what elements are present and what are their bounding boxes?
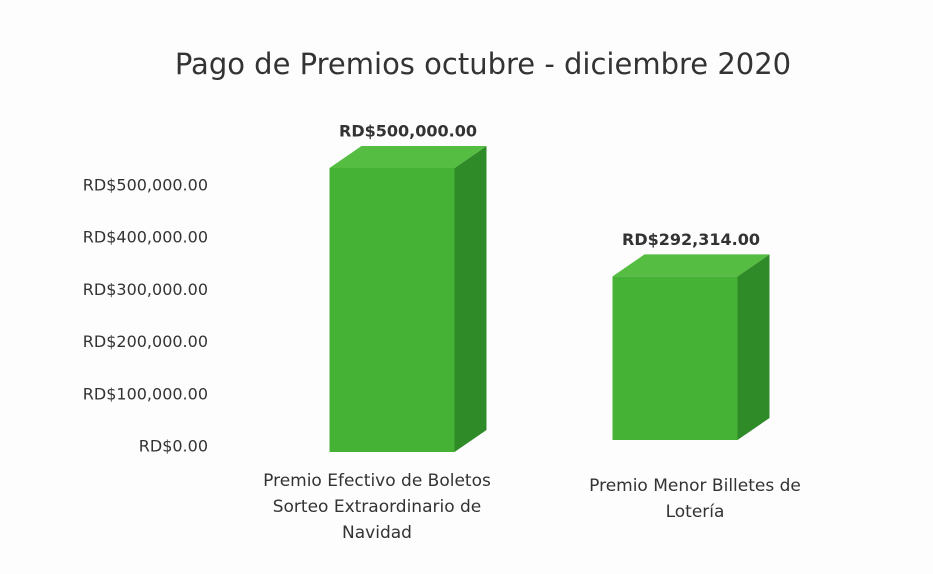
y-tick-label: RD$0.00 xyxy=(139,437,208,456)
y-tick-label: RD$400,000.00 xyxy=(83,228,208,247)
y-tick-label: RD$500,000.00 xyxy=(83,176,208,195)
bar-side xyxy=(454,146,487,452)
bar-side xyxy=(737,254,770,440)
y-tick-label: RD$300,000.00 xyxy=(83,280,208,299)
bar-top xyxy=(329,146,487,168)
value-label: RD$500,000.00 xyxy=(339,122,477,141)
bar xyxy=(329,168,455,452)
y-tick-label: RD$100,000.00 xyxy=(83,384,208,403)
chart-title: Pago de Premios octubre - diciembre 2020 xyxy=(175,47,791,81)
x-tick-label: Premio Efectivo de Boletos Sorteo Extrao… xyxy=(263,471,491,543)
y-tick-label: RD$200,000.00 xyxy=(83,332,208,351)
bar xyxy=(612,276,738,440)
bar-top xyxy=(612,254,770,277)
value-label: RD$292,314.00 xyxy=(622,230,760,249)
x-tick-label: Premio Menor Billetes de Lotería xyxy=(589,476,801,522)
